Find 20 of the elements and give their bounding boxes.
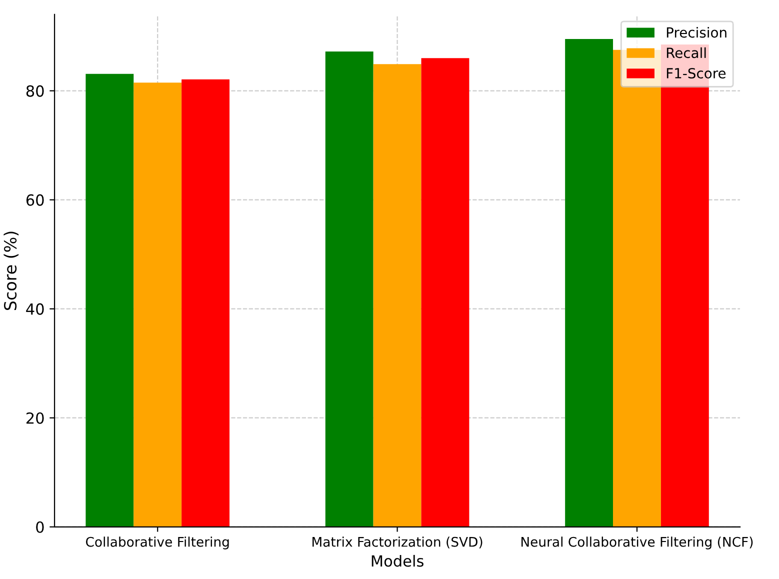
x-tick-label: Matrix Factorization (SVD) [312,536,482,548]
bar [134,82,182,527]
x-axis-title: Models [372,554,424,567]
y-tick-label: 0 [36,521,44,533]
bar [565,39,614,527]
y-axis-title: Score (%) [4,232,19,310]
legend-label: F1-Score [666,68,726,78]
y-tick-label: 80 [26,85,44,97]
bar [421,58,470,527]
bar [86,74,134,527]
y-tick-label: 20 [26,412,44,424]
x-tick-label: Neural Collaborative Filtering (NCF) [521,536,753,550]
bar [373,64,422,527]
x-tick-label: Collaborative Filtering [86,536,229,550]
y-tick-label: 40 [26,303,44,315]
legend-label: Recall [666,47,706,58]
legend-label: Precision [666,26,726,38]
bar [325,52,374,527]
bar [182,79,230,527]
y-tick-label: 60 [26,194,44,206]
